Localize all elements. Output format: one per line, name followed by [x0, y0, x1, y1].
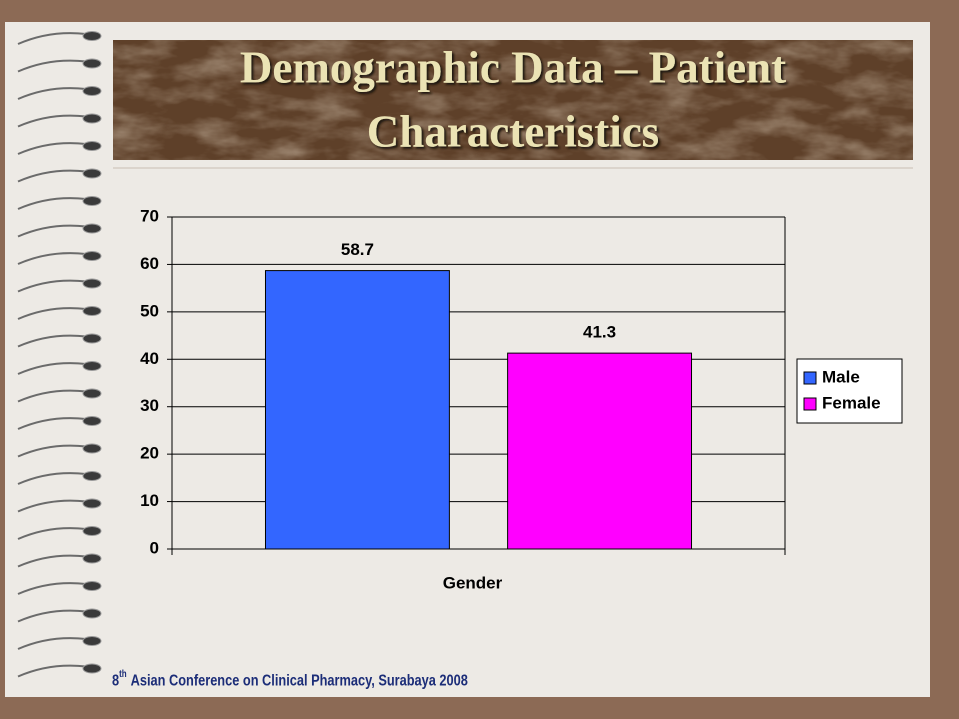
binding-ring [83, 197, 101, 206]
binding-ring [83, 637, 101, 646]
footer-suffix: th [119, 669, 127, 680]
page: Demographic Data – Patient Characteristi… [0, 0, 959, 719]
binding-ring [83, 472, 101, 481]
binding-ring [83, 279, 101, 288]
binding-ring [83, 334, 101, 343]
binding-ring [83, 389, 101, 398]
binding-ring [83, 169, 101, 178]
binding-ring [83, 114, 101, 123]
bar [265, 271, 449, 549]
legend-swatch [804, 372, 816, 384]
y-tick-label: 70 [140, 206, 159, 225]
legend-label: Male [822, 367, 860, 386]
binding-ring [83, 224, 101, 233]
bar [508, 353, 692, 549]
binding-ring [83, 362, 101, 371]
footer: 8th Asian Conference on Clinical Pharmacy… [112, 669, 468, 690]
binding-ring [83, 444, 101, 453]
binding-ring [83, 142, 101, 151]
y-tick-label: 30 [140, 396, 159, 415]
slide-title: Demographic Data – Patient [240, 42, 786, 92]
legend-label: Female [822, 393, 881, 412]
y-tick-label: 0 [150, 538, 159, 557]
y-tick-label: 10 [140, 491, 159, 510]
binding-ring [83, 582, 101, 591]
binding-ring [83, 417, 101, 426]
y-tick-label: 20 [140, 444, 159, 463]
binding-ring [83, 252, 101, 261]
binding-ring [83, 32, 101, 41]
slide-title: Characteristics [367, 106, 659, 156]
y-tick-label: 50 [140, 301, 159, 320]
binding-ring [83, 609, 101, 618]
data-label: 41.3 [583, 323, 616, 342]
data-label: 58.7 [341, 240, 374, 259]
binding-ring [83, 527, 101, 536]
binding-ring [83, 554, 101, 563]
slide: Demographic Data – Patient Characteristi… [0, 0, 959, 719]
binding-ring [83, 307, 101, 316]
y-tick-label: 40 [140, 349, 159, 368]
footer-ordinal: 8 [112, 672, 119, 690]
binding-ring [83, 499, 101, 508]
y-tick-label: 60 [140, 254, 159, 273]
x-axis-label: Gender [443, 573, 503, 592]
binding-ring [83, 664, 101, 673]
binding-ring [83, 59, 101, 68]
binding-ring [83, 87, 101, 96]
legend-swatch [804, 398, 816, 410]
footer-text: Asian Conference on Clinical Pharmacy, S… [131, 672, 468, 690]
